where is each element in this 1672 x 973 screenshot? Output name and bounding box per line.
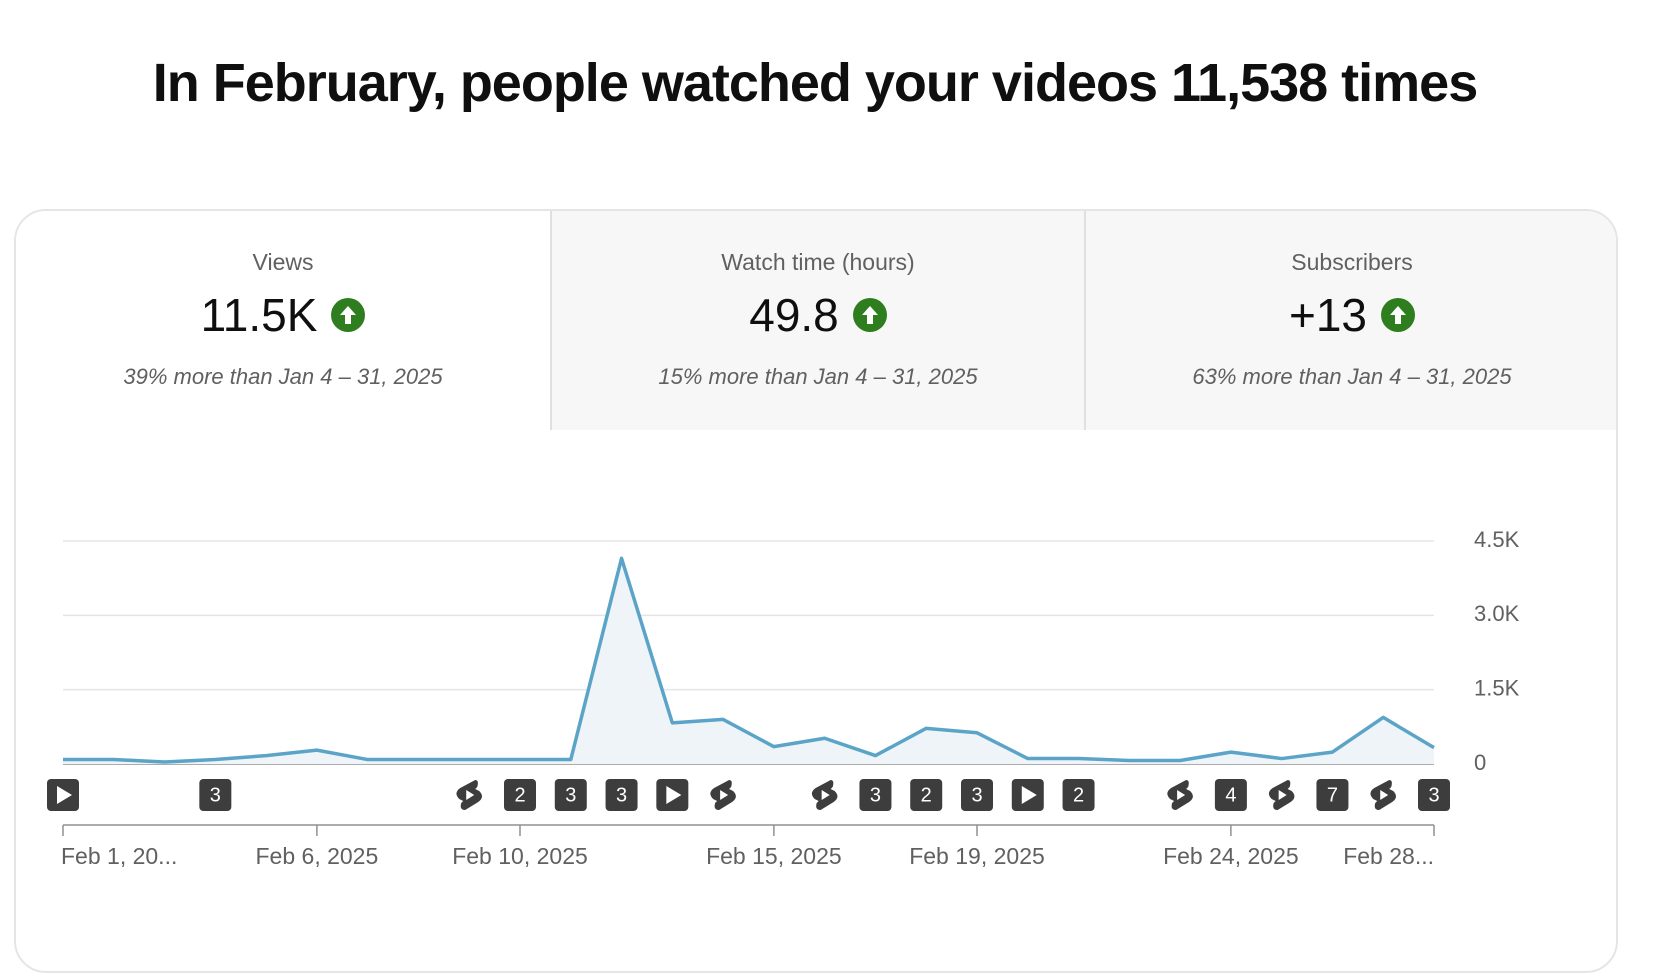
publish-marker[interactable]: 2 [504, 779, 536, 811]
tab-value-row: +13 [1086, 288, 1616, 342]
chart: 0 1.5K 3.0K 4.5K Feb 1, 20... Feb 6, 2025 Feb … [47, 527, 1520, 869]
shorts-play [1380, 790, 1389, 800]
marker-box [1062, 779, 1095, 811]
up-icon [331, 298, 366, 332]
y-tick-label: 4.5K [1474, 527, 1520, 552]
marker-box [504, 779, 536, 811]
marker-count: 3 [870, 784, 881, 806]
x-tick-label: Feb 15, 2025 [706, 843, 842, 869]
tab-comparison: 15% more than Jan 4 – 31, 2025 [658, 364, 978, 389]
tab-comparison: 39% more than Jan 4 – 31, 2025 [123, 364, 443, 389]
publish-marker[interactable]: 4 [1214, 779, 1247, 811]
tab-label: Views [252, 249, 314, 275]
marker-box [910, 779, 943, 811]
up-icon [1381, 298, 1416, 332]
publish-marker[interactable] [1370, 780, 1396, 810]
publish-marker[interactable]: 3 [199, 779, 232, 811]
marker-count: 2 [514, 784, 525, 806]
marker-box [961, 779, 993, 811]
publish-marker[interactable] [1167, 780, 1193, 810]
x-tick-label: Feb 28... [1343, 843, 1434, 869]
views-tab[interactable]: Views 11.5K 39% more than Jan 4 – 31, 20… [16, 211, 550, 430]
marker-box [199, 779, 232, 811]
tab-value-row: 11.5K [16, 288, 550, 342]
publish-marker[interactable] [47, 779, 79, 811]
marker-box [859, 779, 892, 811]
marker-box [1214, 779, 1247, 811]
x-tick-label: Feb 19, 2025 [909, 843, 1045, 869]
x-tick-label: Feb 10, 2025 [452, 843, 588, 869]
marker-box [554, 779, 587, 811]
marker-count: 2 [1073, 784, 1084, 806]
shorts-play [821, 790, 830, 800]
y-tick-label: 0 [1474, 750, 1486, 775]
page-title: In February, people watched your videos … [152, 53, 1479, 113]
play-icon [1021, 786, 1037, 804]
shorts-play [466, 790, 475, 800]
y-tick-label: 1.5K [1474, 675, 1520, 700]
marker-count: 3 [616, 784, 627, 806]
tab-comparison: 63% more than Jan 4 – 31, 2025 [1192, 364, 1512, 389]
summary-card: Views 11.5K 39% more than Jan 4 – 31, 20… [14, 209, 1618, 973]
publish-marker[interactable] [1268, 780, 1295, 810]
shorts-play [1177, 790, 1186, 800]
publish-marker[interactable]: 3 [1418, 779, 1450, 811]
play-icon [666, 786, 682, 804]
x-tick-label: Feb 6, 2025 [256, 843, 379, 869]
marker-count: 2 [921, 784, 932, 806]
x-tick-label: Feb 1, 20... [61, 843, 177, 869]
tab-label: Subscribers [1291, 249, 1413, 275]
publish-marker[interactable] [811, 780, 838, 810]
tab-value: +13 [1288, 289, 1368, 341]
marker-count: 4 [1225, 784, 1236, 806]
marker-count: 3 [210, 784, 221, 806]
marker-box [1418, 779, 1450, 811]
up-icon [852, 298, 887, 332]
marker-box [1316, 779, 1349, 811]
publish-marker[interactable]: 2 [910, 779, 943, 811]
marker-count: 3 [565, 784, 576, 806]
play-icon [57, 786, 72, 804]
marker-count: 3 [971, 784, 982, 806]
y-tick-label: 3.0K [1474, 601, 1520, 626]
publish-marker[interactable]: 7 [1316, 779, 1349, 811]
publish-marker[interactable] [656, 779, 689, 811]
publish-marker[interactable]: 3 [554, 779, 587, 811]
publish-marker[interactable]: 3 [961, 779, 993, 811]
marker-box [605, 779, 638, 811]
shorts-play [720, 790, 729, 800]
shorts-play [1278, 790, 1287, 800]
publish-marker[interactable] [1011, 779, 1044, 811]
publish-marker[interactable] [456, 780, 482, 810]
marker-count: 7 [1327, 784, 1338, 806]
tab-value-row: 49.8 [552, 288, 1084, 342]
publish-marker[interactable]: 3 [605, 779, 638, 811]
marker-count: 3 [1428, 784, 1439, 806]
x-tick-label: Feb 24, 2025 [1163, 843, 1299, 869]
page: In February, people watched your videos … [14, 53, 1618, 973]
subscribers-tab[interactable]: Subscribers +13 63% more than Jan 4 – 31… [1084, 211, 1616, 430]
tab-value: 49.8 [749, 289, 839, 341]
watch-time-tab[interactable]: Watch time (hours) 49.8 15% more than Ja… [550, 211, 1084, 430]
tab-label: Watch time (hours) [721, 249, 915, 275]
line [63, 556, 1435, 764]
tab-value: 11.5K [200, 289, 318, 341]
publish-marker[interactable]: 3 [859, 779, 892, 811]
publish-marker[interactable] [710, 780, 736, 810]
publish-marker[interactable]: 2 [1062, 779, 1095, 811]
